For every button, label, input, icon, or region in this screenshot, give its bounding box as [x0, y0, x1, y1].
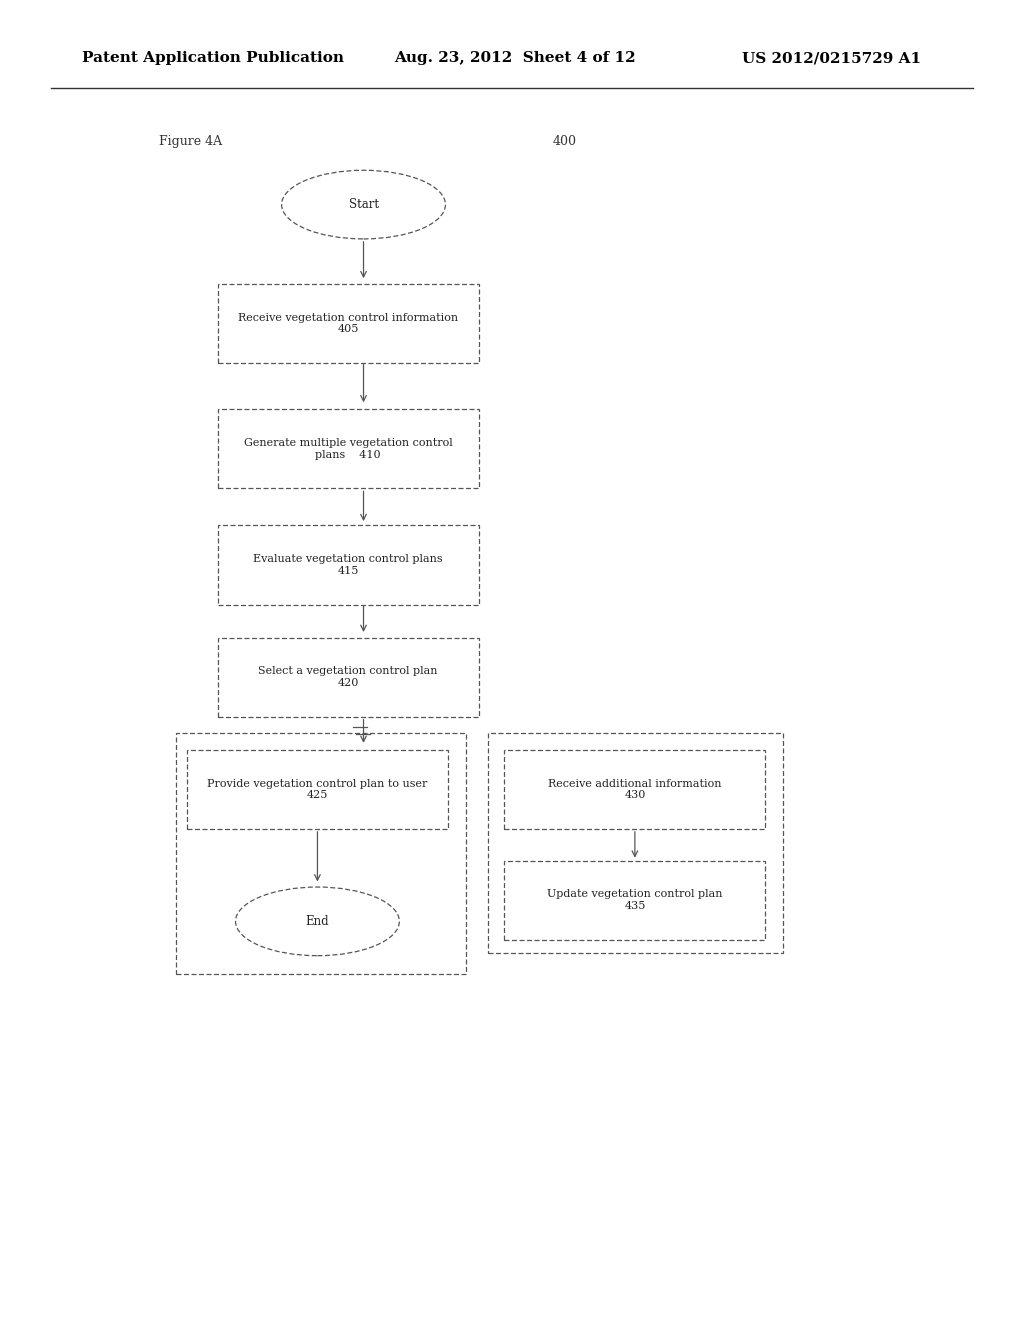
- Text: Generate multiple vegetation control
plans    410: Generate multiple vegetation control pla…: [244, 438, 453, 459]
- FancyBboxPatch shape: [218, 525, 479, 605]
- Text: Receive vegetation control information
405: Receive vegetation control information 4…: [239, 313, 458, 334]
- FancyBboxPatch shape: [504, 861, 766, 940]
- FancyBboxPatch shape: [218, 284, 479, 363]
- Ellipse shape: [282, 170, 445, 239]
- Text: End: End: [305, 915, 330, 928]
- Text: Aug. 23, 2012  Sheet 4 of 12: Aug. 23, 2012 Sheet 4 of 12: [394, 51, 636, 65]
- Text: Select a vegetation control plan
420: Select a vegetation control plan 420: [258, 667, 438, 688]
- Ellipse shape: [236, 887, 399, 956]
- Text: Figure 4A: Figure 4A: [159, 135, 222, 148]
- Text: Patent Application Publication: Patent Application Publication: [82, 51, 344, 65]
- Text: 400: 400: [553, 135, 577, 148]
- Text: Start: Start: [348, 198, 379, 211]
- FancyBboxPatch shape: [504, 750, 766, 829]
- Text: US 2012/0215729 A1: US 2012/0215729 A1: [742, 51, 922, 65]
- Text: Provide vegetation control plan to user
425: Provide vegetation control plan to user …: [207, 779, 428, 800]
- FancyBboxPatch shape: [218, 409, 479, 488]
- FancyBboxPatch shape: [186, 750, 449, 829]
- FancyBboxPatch shape: [218, 638, 479, 717]
- Text: Evaluate vegetation control plans
415: Evaluate vegetation control plans 415: [253, 554, 443, 576]
- Text: Update vegetation control plan
435: Update vegetation control plan 435: [547, 890, 723, 911]
- Text: Receive additional information
430: Receive additional information 430: [548, 779, 722, 800]
